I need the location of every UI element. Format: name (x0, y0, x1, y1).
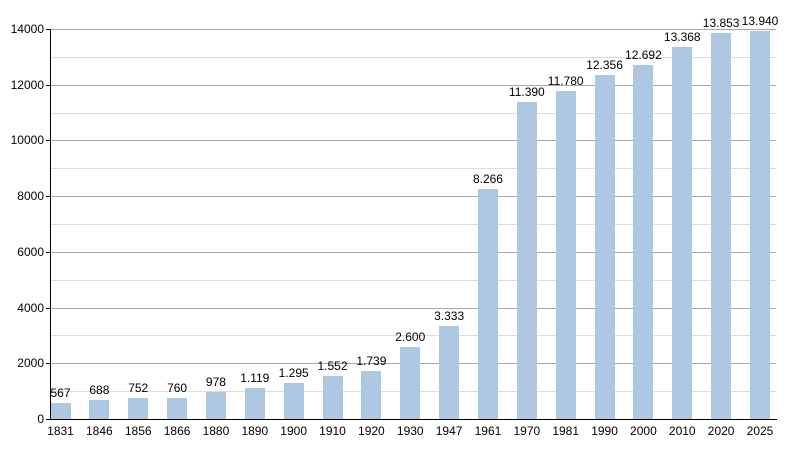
y-axis-tick (46, 196, 50, 198)
y-axis-tick (46, 419, 50, 420)
x-tick-label: 1846 (86, 424, 113, 438)
y-major-gridline (50, 84, 776, 86)
bar-value-label: 1.552 (317, 358, 348, 373)
bar-value-label: 12.356 (586, 57, 623, 72)
bar-value-label: 978 (205, 374, 226, 389)
y-minor-gridline (50, 168, 776, 170)
bar-1947 (439, 326, 460, 419)
x-tick-label: 1910 (319, 424, 346, 438)
bar-1970 (516, 101, 537, 419)
x-tick-label: 2025 (746, 424, 774, 438)
bar-value-label: 3.333 (434, 309, 465, 324)
bar-value-label: 2.600 (395, 329, 426, 344)
bar-1930 (400, 346, 421, 419)
x-tick-label: 1990 (591, 424, 618, 438)
x-tick-label: 1981 (552, 424, 580, 438)
x-tick-label: 1831 (47, 424, 74, 438)
bar-value-label: 11.780 (547, 73, 584, 88)
bar-2000 (633, 65, 654, 419)
y-axis-tick (46, 307, 50, 309)
bar-1920 (361, 370, 382, 419)
x-tick-label: 1947 (435, 424, 463, 438)
bar-1880 (205, 391, 226, 419)
x-tick-label: 1890 (241, 424, 269, 438)
x-tick-label: 1930 (396, 424, 424, 438)
bar-value-label: 11.390 (508, 84, 545, 99)
bar-1866 (167, 397, 188, 419)
y-tick-label: 4000 (17, 300, 44, 315)
bar-2010 (672, 46, 693, 419)
y-axis-tick (46, 140, 50, 142)
y-major-gridline (50, 196, 776, 198)
x-tick-label: 1970 (513, 424, 541, 438)
bar-1831 (50, 403, 71, 419)
bar-1990 (594, 74, 615, 419)
bar-value-label: 752 (128, 381, 149, 396)
bar-2020 (711, 33, 732, 419)
x-tick-label: 1856 (124, 424, 152, 438)
y-major-gridline (50, 140, 776, 142)
y-minor-gridline (50, 279, 776, 281)
y-tick-label: 0 (37, 412, 44, 426)
x-tick-label: 2020 (707, 424, 735, 438)
y-minor-gridline (50, 335, 776, 337)
y-axis-tick (46, 251, 50, 253)
bar-1981 (555, 90, 576, 419)
bar-value-label: 1.295 (278, 365, 309, 380)
y-major-gridline (50, 307, 776, 309)
bar-1961 (477, 188, 498, 419)
y-axis-line (50, 29, 51, 420)
bar-1910 (322, 375, 343, 419)
bar-value-label: 13.368 (663, 29, 701, 44)
y-axis-tick (46, 84, 50, 86)
bar-value-label: 13.940 (741, 13, 779, 28)
x-tick-label: 2000 (630, 424, 657, 438)
bar-1900 (283, 382, 304, 419)
y-axis-tick (46, 29, 50, 30)
x-tick-label: 2010 (668, 424, 696, 438)
y-minor-gridline (50, 112, 776, 114)
y-tick-label: 14000 (10, 22, 44, 36)
y-major-gridline (50, 251, 776, 253)
y-minor-gridline (50, 56, 776, 58)
y-tick-label: 6000 (17, 244, 44, 259)
x-tick-label: 1961 (474, 424, 502, 438)
x-axis-line (50, 419, 777, 420)
y-tick-label: 2000 (17, 356, 44, 371)
bar-value-label: 567 (50, 386, 71, 401)
x-tick-label: 1880 (202, 424, 230, 438)
y-tick-label: 10000 (10, 133, 44, 148)
y-tick-label: 12000 (10, 77, 44, 92)
y-minor-gridline (50, 224, 776, 225)
bar-value-label: 8.266 (472, 171, 503, 186)
y-tick-label: 8000 (17, 189, 44, 204)
plot-area (50, 29, 776, 419)
x-tick-label: 1900 (280, 424, 307, 438)
y-major-gridline (50, 29, 776, 30)
y-axis-tick (46, 363, 50, 365)
bar-value-label: 12.692 (625, 48, 662, 63)
bar-1856 (128, 398, 149, 419)
bar-value-label: 13.853 (702, 16, 740, 31)
bar-value-label: 1.119 (240, 370, 270, 385)
x-tick-label: 1920 (358, 424, 385, 438)
bar-value-label: 760 (167, 380, 188, 395)
bar-value-label: 688 (89, 382, 110, 397)
bar-value-label: 1.739 (356, 353, 387, 368)
bar-1846 (89, 399, 110, 419)
bar-1890 (244, 387, 265, 419)
bar-2025 (750, 30, 770, 419)
x-tick-label: 1866 (163, 424, 191, 438)
